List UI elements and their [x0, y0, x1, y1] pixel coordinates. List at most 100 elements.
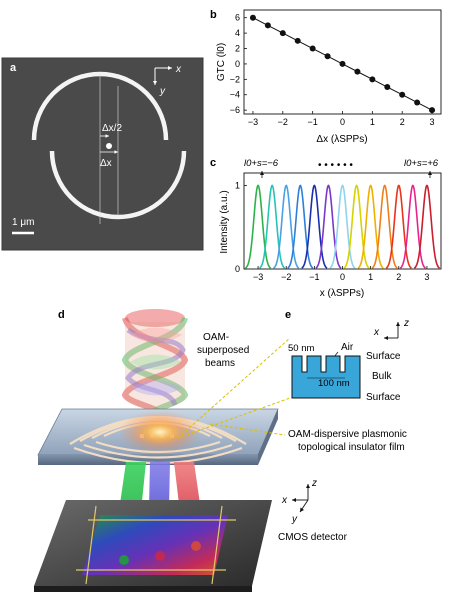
- b-xtick-label: 3: [430, 117, 435, 127]
- air-label: Air: [341, 342, 354, 353]
- panel-a: Δx/2 Δx x y 1 μm a: [1, 57, 204, 251]
- b-xtick-label: 2: [400, 117, 405, 127]
- c-xtick-label: −3: [253, 272, 263, 282]
- surface-bottom-label: Surface: [366, 392, 401, 403]
- panel-label-c: c: [210, 157, 216, 169]
- c-xtick-label: −1: [309, 272, 319, 282]
- beams-label-2: superposed: [197, 345, 249, 356]
- b-ytick-label: 6: [235, 13, 240, 23]
- panel-e: e z x Air 50 nm 100 nm Surface Bulk Surf…: [285, 309, 409, 403]
- plot-c-xlabel: x (λSPPs): [320, 288, 364, 299]
- lower-semicircle-slit: [49, 150, 187, 220]
- sem-axis-x: x: [175, 64, 182, 75]
- b-data-point: [264, 22, 271, 29]
- film-label-2: topological insulator film: [298, 442, 405, 453]
- panel-d: d OAM- superposed beams: [34, 309, 407, 592]
- c-intensity-curve: [371, 184, 398, 269]
- b-data-point: [369, 76, 376, 83]
- b-data-point: [324, 53, 331, 60]
- b-data-point: [429, 107, 436, 114]
- c-xtick-label: 0: [340, 272, 345, 282]
- b-ytick-label: −4: [230, 90, 240, 100]
- c-ytick-label: 0: [235, 264, 240, 274]
- detector-wires: [76, 505, 236, 585]
- half-dx-label: Δx/2: [102, 123, 122, 134]
- scale-bar-label: 1 μm: [12, 217, 34, 228]
- b-data-point: [249, 14, 256, 21]
- c-intensity-curve: [287, 184, 314, 269]
- b-ytick-label: 2: [235, 44, 240, 54]
- film-front-edge: [38, 455, 258, 465]
- plot-c-left-annotation: l0+s=−6: [244, 158, 279, 169]
- c-intensity-curve: [273, 184, 300, 269]
- b-xtick-label: 1: [370, 117, 375, 127]
- det-axis-y: y: [291, 514, 298, 525]
- b-ytick-label: −2: [230, 74, 240, 84]
- film-side-edge: [258, 409, 278, 465]
- inset-axis-x: x: [373, 327, 380, 338]
- sem-background: [2, 58, 203, 250]
- panel-label-a: a: [10, 62, 17, 74]
- panel-label-b: b: [210, 9, 217, 21]
- c-intensity-curve: [315, 184, 342, 269]
- c-intensity-curve: [385, 184, 412, 269]
- c-ytick-label: 1: [235, 181, 240, 191]
- c-xtick-label: 3: [424, 272, 429, 282]
- cross-section-block: [291, 355, 361, 399]
- c-xtick-label: −2: [281, 272, 291, 282]
- beam-glow: [118, 410, 202, 454]
- det-axis-x: x: [281, 495, 288, 506]
- inset-axis-z: z: [403, 318, 409, 329]
- b-data-point: [339, 60, 346, 67]
- inset-connector-top: [177, 337, 291, 439]
- c-intensity-curve: [244, 184, 272, 269]
- b-ytick-label: 4: [235, 28, 240, 38]
- c-intensity-curve: [259, 184, 286, 269]
- b-data-point: [309, 45, 316, 52]
- b-xtick-label: −3: [248, 117, 258, 127]
- b-data-point: [354, 68, 361, 75]
- plot-b-ylabel: GTC (l0): [216, 43, 227, 81]
- b-data-point: [414, 99, 421, 106]
- b-xtick-label: −2: [278, 117, 288, 127]
- detector-label: CMOS detector: [278, 532, 348, 543]
- b-ytick-label: −6: [230, 105, 240, 115]
- cmos-sensor: [82, 515, 228, 575]
- panel-label-e: e: [285, 309, 291, 321]
- c-intensity-curve: [329, 184, 356, 269]
- bulk-label: Bulk: [372, 371, 392, 382]
- center-dot: [106, 143, 112, 149]
- plot-c-ylabel: Intensity (a.u.): [219, 190, 230, 253]
- c-intensity-curve: [399, 184, 426, 269]
- b-data-point: [399, 91, 406, 98]
- det-axis-z: z: [311, 478, 317, 489]
- plot-c-dots: • • • • • •: [318, 160, 353, 171]
- c-intensity-curve: [413, 184, 441, 269]
- sem-axis-y: y: [159, 86, 166, 97]
- b-data-point: [384, 84, 391, 91]
- panel-c: c Intensity (a.u.) x (λSPPs) l0+s=−6 l0+…: [210, 157, 442, 299]
- oam-beam-stack: [121, 309, 189, 423]
- width-50nm-label: 50 nm: [288, 343, 314, 354]
- beams-label-3: beams: [205, 358, 235, 369]
- b-xtick-label: −1: [308, 117, 318, 127]
- dx-label: Δx: [100, 158, 112, 169]
- c-intensity-curve: [301, 184, 328, 269]
- b-ytick-label: 0: [235, 59, 240, 69]
- film-label-leader: [209, 423, 286, 436]
- film-label-1: OAM-dispersive plasmonic: [288, 429, 407, 440]
- plot-b-xlabel: Δx (λSPPs): [316, 134, 367, 145]
- beams-label-1: OAM-: [203, 332, 229, 343]
- b-xtick-label: 0: [340, 117, 345, 127]
- c-intensity-curve: [357, 184, 384, 269]
- b-data-point: [279, 30, 286, 37]
- surface-top-label: Surface: [366, 351, 401, 362]
- b-data-point: [294, 37, 301, 44]
- c-xtick-label: 2: [396, 272, 401, 282]
- c-xtick-label: 1: [368, 272, 373, 282]
- c-intensity-curve: [343, 184, 370, 269]
- plot-c-right-annotation: l0+s=+6: [404, 158, 439, 169]
- width-100nm-label: 100 nm: [318, 378, 350, 389]
- panel-label-d: d: [58, 309, 65, 321]
